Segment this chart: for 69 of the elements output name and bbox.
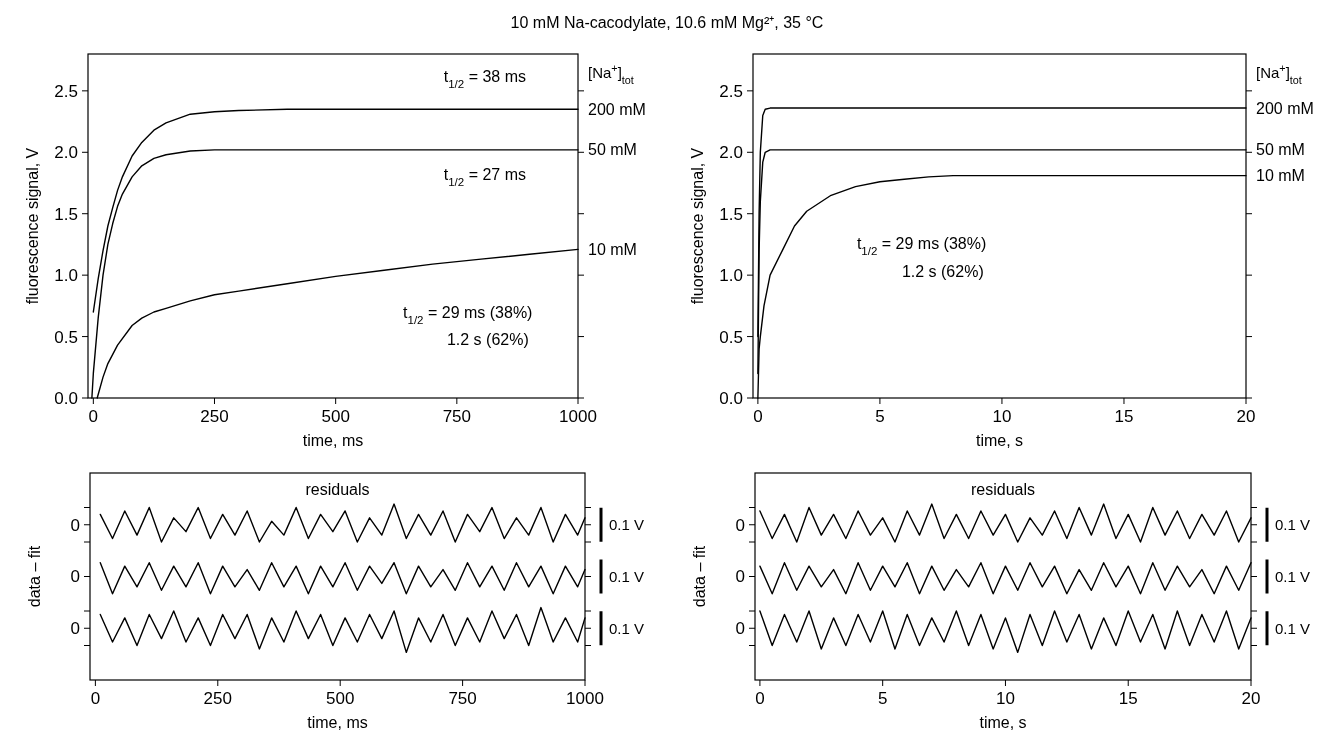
x-tick-label: 750: [448, 689, 477, 708]
x-axis-title: time, ms: [307, 714, 368, 731]
y-axis-title: fluorescence signal, V: [689, 147, 706, 305]
annotation: residuals: [970, 481, 1036, 499]
x-tick-label: 15: [1114, 407, 1134, 426]
legend-label: 50 mM: [588, 141, 637, 159]
x-axis-title: time, s: [979, 714, 1027, 731]
legend-label: 200 mM: [1256, 99, 1314, 117]
x-tick-label: 0: [90, 689, 101, 708]
text: 0.1 V: [609, 619, 645, 637]
annotation: t$_{1/2}$ = 27 ms: [443, 166, 527, 188]
y-tick-label: 0.5: [719, 327, 743, 347]
y-tick-label: 2.0: [719, 143, 743, 163]
x-tick-label: 0: [755, 689, 765, 708]
annotation: 1.2 s (62%): [446, 330, 529, 348]
y-tick-label: 1.5: [54, 204, 78, 224]
text: 0.1 V: [1275, 516, 1311, 533]
annotation: t$_{1/2}$ = 29 ms (38%): [403, 303, 533, 326]
y-axis-title: fluorescence signal, V: [24, 147, 41, 305]
annotation: t$_{1/2}$ = 29 ms (38%): [856, 234, 987, 257]
legend-title: [Na$^{+}$]$_{tot}$: [1256, 62, 1302, 86]
x-tick-label: 0: [753, 407, 763, 426]
y-tick-label: 0.0: [54, 388, 78, 408]
x-tick-label: 20: [1241, 689, 1261, 708]
y-tick-label: 0: [70, 567, 80, 587]
y-tick-label: 1.0: [54, 266, 78, 286]
text: 10 mM Na-cacodylate, 10.6 mM Mg²⁺, 35 °C: [510, 14, 824, 31]
y-tick-label: 1.0: [719, 266, 743, 286]
x-tick-label: 500: [326, 689, 355, 708]
x-tick-label: 1000: [566, 689, 604, 708]
y-tick-label: 2.5: [54, 81, 78, 101]
x-tick-label: 10: [992, 407, 1012, 426]
annotation: 1.2 s (62%): [901, 263, 984, 281]
annotation: residuals: [305, 481, 370, 499]
y-tick-label: 0.0: [719, 388, 743, 408]
y-tick-label: 0: [70, 619, 80, 639]
x-tick-label: 250: [203, 689, 232, 708]
x-tick-label: 750: [442, 407, 472, 426]
x-tick-label: 0: [88, 407, 99, 426]
x-tick-label: 5: [875, 407, 885, 426]
y-tick-label: 0: [735, 515, 745, 535]
x-tick-label: 250: [200, 407, 229, 426]
text: 0.1 V: [1275, 619, 1311, 637]
x-tick-label: 15: [1118, 689, 1138, 708]
text: 0.1 V: [609, 567, 645, 585]
x-axis-title: time, ms: [302, 432, 364, 449]
x-tick-label: 5: [877, 689, 888, 708]
x-axis-title: time, s: [975, 432, 1024, 449]
y-tick-label: 2.0: [54, 143, 78, 163]
series-label: 50 mM: [1256, 141, 1305, 159]
series-label: 10 mM: [588, 240, 637, 258]
y-tick-label: 0: [735, 619, 745, 639]
y-tick-label: 0: [70, 515, 80, 535]
x-tick-label: 20: [1236, 407, 1256, 426]
y-tick-label: 1.5: [719, 204, 743, 224]
y-axis-title: data – fit: [26, 545, 43, 608]
y-axis-title: data – fit: [691, 545, 708, 608]
x-tick-label: 10: [995, 689, 1015, 708]
annotation: t$_{1/2}$ = 38 ms: [443, 67, 527, 90]
x-tick-label: 500: [321, 407, 350, 426]
x-tick-label: 1000: [559, 407, 597, 426]
y-tick-label: 0.5: [54, 327, 78, 347]
text: 0.1 V: [609, 516, 645, 533]
y-tick-label: 0: [735, 567, 745, 587]
legend-title: [Na$^{+}$]$_{tot}$: [588, 62, 634, 86]
legend-label: 10 mM: [1256, 167, 1305, 185]
text: 0.1 V: [1275, 567, 1311, 585]
series-label: 200 mM: [588, 100, 646, 118]
y-tick-label: 2.5: [719, 81, 743, 101]
